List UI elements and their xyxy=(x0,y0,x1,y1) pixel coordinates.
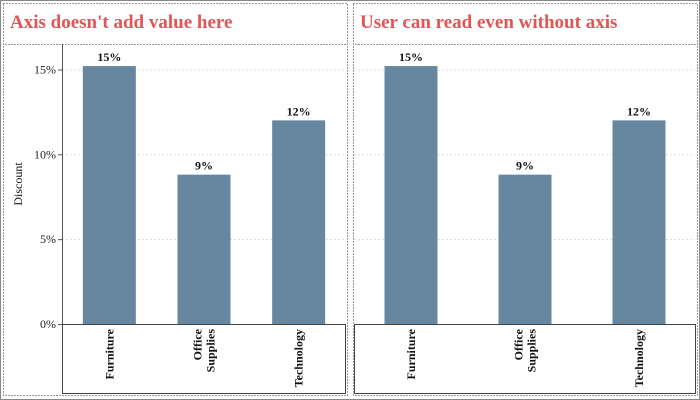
panel1-y-tick-label: 5% xyxy=(40,232,56,246)
panel2-category-label: OfficeSupplies xyxy=(512,328,539,372)
panel1-category-label: OfficeSupplies xyxy=(191,328,218,372)
panel2-category-label-line: Supplies xyxy=(525,329,539,373)
panel1-category-label-line: Supplies xyxy=(204,329,218,373)
panel1-bar xyxy=(82,66,136,324)
panel2-category-label: Furniture xyxy=(404,328,418,379)
panel2-bar xyxy=(498,174,552,324)
panel1-y-tick-label: 10% xyxy=(34,147,56,161)
panel2-data-label: 12% xyxy=(627,104,651,118)
panel2-border xyxy=(353,3,698,396)
panel1-y-axis-title: Discount xyxy=(11,162,25,206)
panel2-category-label-line: Technology xyxy=(632,329,646,387)
panel1-category-label: Furniture xyxy=(102,328,116,379)
panel2-category-label: Technology xyxy=(632,329,646,387)
panel1-border xyxy=(3,3,348,396)
panel1-data-label: 12% xyxy=(287,104,311,118)
panel1-bar xyxy=(177,174,231,324)
panel2-data-label: 9% xyxy=(516,159,534,173)
panel1-data-label: 15% xyxy=(97,50,121,64)
panel2-data-label: 15% xyxy=(399,50,423,64)
panel1-y-tick-label: 0% xyxy=(40,317,56,331)
panel2-category-label-line: Furniture xyxy=(404,328,418,379)
panel1-bar xyxy=(272,120,326,324)
panel2-title: User can read even without axis xyxy=(360,12,617,33)
panel1-data-label: 9% xyxy=(195,159,213,173)
panel2-category-area xyxy=(354,324,696,394)
panel2-bar xyxy=(384,66,438,324)
panel1-category-label-line: Furniture xyxy=(102,328,116,379)
panel1-y-tick-label: 15% xyxy=(34,62,56,76)
panel1-category-area xyxy=(62,324,346,394)
panel1-category-label-line: Office xyxy=(191,328,205,360)
panel1-title: Axis doesn't add value here xyxy=(10,12,232,33)
panel1-category-label-line: Technology xyxy=(292,329,306,387)
panel2-category-label-line: Office xyxy=(512,328,526,360)
panel1-category-label: Technology xyxy=(292,329,306,387)
panel2-bar xyxy=(612,120,666,324)
